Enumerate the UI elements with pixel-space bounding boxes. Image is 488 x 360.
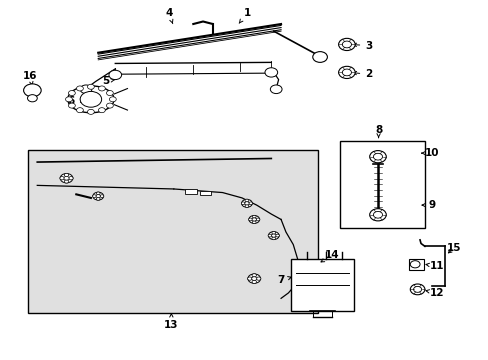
Circle shape bbox=[252, 218, 256, 221]
Circle shape bbox=[247, 274, 260, 283]
Ellipse shape bbox=[68, 86, 114, 113]
Circle shape bbox=[248, 216, 259, 224]
Circle shape bbox=[76, 108, 83, 113]
Circle shape bbox=[338, 66, 354, 78]
Text: 15: 15 bbox=[446, 243, 461, 253]
Circle shape bbox=[275, 234, 279, 237]
Circle shape bbox=[87, 109, 94, 114]
Bar bbox=[184, 189, 196, 194]
Circle shape bbox=[248, 218, 252, 221]
Text: 2: 2 bbox=[352, 69, 372, 79]
Circle shape bbox=[271, 234, 275, 237]
Circle shape bbox=[241, 202, 244, 205]
Circle shape bbox=[342, 69, 351, 76]
Circle shape bbox=[80, 91, 102, 107]
Text: 13: 13 bbox=[164, 314, 178, 330]
Text: 11: 11 bbox=[425, 261, 444, 271]
Circle shape bbox=[64, 180, 69, 183]
Text: 6: 6 bbox=[68, 96, 83, 106]
Text: 3: 3 bbox=[352, 41, 372, 50]
Circle shape bbox=[251, 280, 256, 284]
Circle shape bbox=[338, 39, 354, 50]
Circle shape bbox=[96, 192, 100, 195]
Circle shape bbox=[87, 84, 94, 89]
Circle shape bbox=[251, 277, 256, 280]
Bar bbox=[408, 259, 423, 270]
Text: 1: 1 bbox=[239, 8, 250, 23]
Circle shape bbox=[65, 97, 72, 102]
Circle shape bbox=[98, 86, 105, 91]
Circle shape bbox=[64, 173, 69, 176]
Text: 4: 4 bbox=[165, 8, 173, 24]
Text: 14: 14 bbox=[320, 250, 339, 262]
Circle shape bbox=[109, 97, 116, 102]
Text: 16: 16 bbox=[22, 71, 37, 85]
Circle shape bbox=[27, 95, 37, 102]
Circle shape bbox=[252, 221, 256, 224]
Circle shape bbox=[100, 195, 103, 198]
Circle shape bbox=[60, 176, 64, 180]
Circle shape bbox=[92, 195, 96, 198]
Bar bbox=[199, 191, 211, 195]
Circle shape bbox=[76, 86, 83, 91]
Circle shape bbox=[23, 84, 41, 97]
Circle shape bbox=[251, 274, 256, 277]
Circle shape bbox=[369, 209, 386, 221]
Circle shape bbox=[409, 284, 424, 295]
Circle shape bbox=[68, 90, 75, 95]
Text: 5: 5 bbox=[102, 76, 115, 86]
Circle shape bbox=[248, 202, 252, 205]
Circle shape bbox=[373, 153, 382, 160]
Circle shape bbox=[312, 51, 327, 62]
Circle shape bbox=[271, 231, 275, 234]
Circle shape bbox=[270, 85, 282, 94]
Circle shape bbox=[264, 68, 277, 77]
Circle shape bbox=[68, 103, 75, 108]
Text: 7: 7 bbox=[277, 275, 291, 285]
Circle shape bbox=[342, 41, 351, 48]
Circle shape bbox=[256, 277, 261, 280]
Text: 10: 10 bbox=[421, 148, 439, 158]
Circle shape bbox=[106, 103, 113, 108]
Text: 8: 8 bbox=[374, 125, 382, 138]
Circle shape bbox=[241, 199, 252, 207]
Circle shape bbox=[271, 237, 275, 240]
Circle shape bbox=[80, 85, 92, 94]
Bar bbox=[27, 149, 317, 313]
Text: 12: 12 bbox=[425, 288, 444, 298]
Circle shape bbox=[244, 199, 248, 202]
Circle shape bbox=[268, 231, 279, 239]
Circle shape bbox=[69, 176, 73, 180]
Circle shape bbox=[252, 215, 256, 218]
Bar bbox=[290, 259, 353, 311]
Circle shape bbox=[373, 211, 382, 218]
Circle shape bbox=[267, 234, 271, 237]
Circle shape bbox=[247, 277, 251, 280]
Circle shape bbox=[244, 205, 248, 207]
Bar bbox=[339, 140, 424, 228]
Text: 9: 9 bbox=[421, 200, 435, 210]
Circle shape bbox=[93, 192, 103, 200]
Circle shape bbox=[256, 218, 259, 221]
Circle shape bbox=[64, 176, 69, 180]
Circle shape bbox=[96, 198, 100, 200]
Circle shape bbox=[96, 194, 100, 198]
Circle shape bbox=[60, 174, 73, 183]
Circle shape bbox=[413, 287, 421, 292]
Circle shape bbox=[106, 90, 113, 95]
Circle shape bbox=[369, 150, 386, 163]
Circle shape bbox=[244, 202, 248, 205]
Circle shape bbox=[98, 108, 105, 113]
Circle shape bbox=[409, 261, 419, 268]
Circle shape bbox=[109, 70, 122, 80]
